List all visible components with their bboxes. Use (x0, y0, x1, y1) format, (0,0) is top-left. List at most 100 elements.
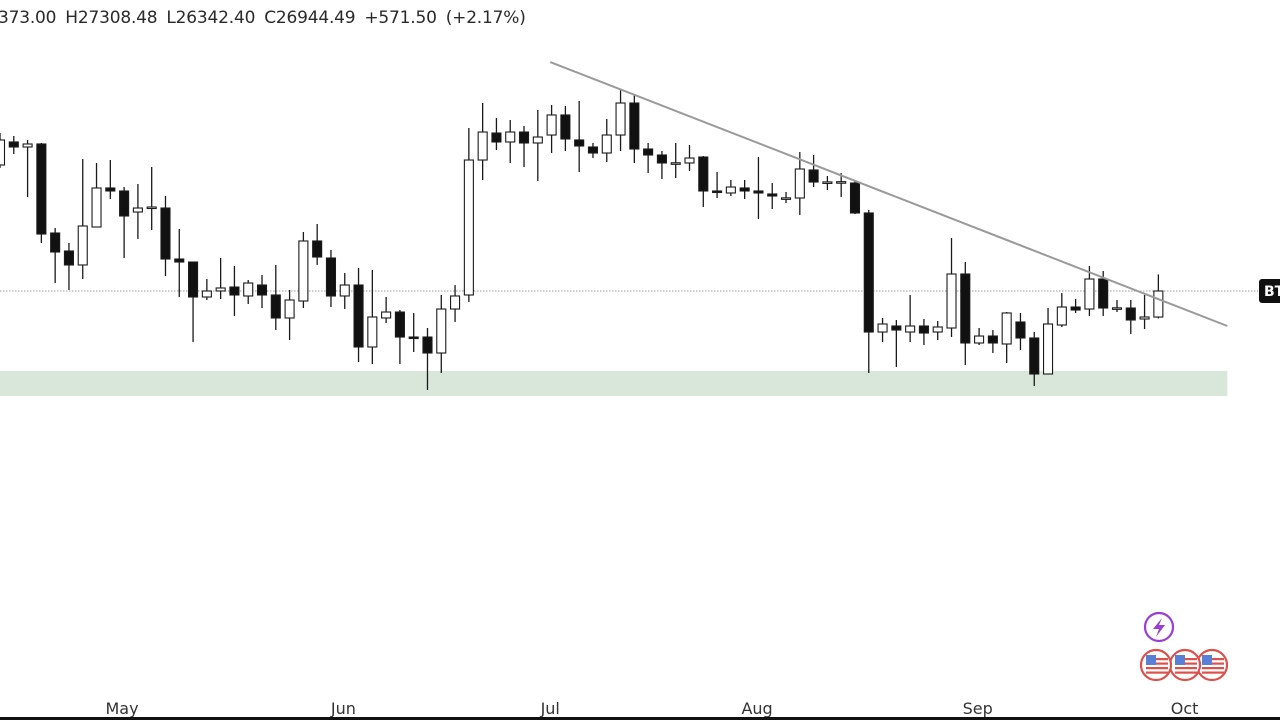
candle[interactable] (408, 312, 419, 353)
candle[interactable] (877, 317, 888, 342)
candle[interactable] (91, 162, 102, 228)
candle[interactable] (8, 136, 19, 155)
candle[interactable] (670, 142, 681, 179)
us-flag-icon[interactable] (1195, 648, 1229, 682)
candle[interactable] (463, 128, 474, 303)
candle[interactable] (518, 126, 530, 167)
candle[interactable] (505, 119, 516, 163)
candle[interactable] (767, 183, 778, 210)
candle[interactable] (394, 310, 405, 364)
candle[interactable] (698, 156, 709, 208)
candle[interactable] (367, 269, 378, 364)
candle[interactable] (587, 142, 599, 159)
candle[interactable] (450, 285, 461, 322)
candle[interactable] (643, 142, 654, 173)
candle[interactable] (1015, 312, 1026, 350)
candle[interactable] (298, 232, 309, 309)
candle[interactable] (381, 296, 392, 323)
candle[interactable] (932, 320, 943, 340)
candle[interactable] (560, 106, 571, 152)
candle[interactable] (822, 176, 833, 190)
flag-stripe (1146, 667, 1168, 670)
candle[interactable] (0, 133, 6, 168)
candle-body-up (450, 295, 461, 310)
candle[interactable] (918, 318, 929, 345)
candle[interactable] (974, 328, 985, 345)
candle-body-up (546, 114, 557, 136)
candle[interactable] (891, 319, 902, 367)
candle[interactable] (615, 89, 626, 152)
candle[interactable] (491, 117, 502, 150)
candle[interactable] (946, 237, 957, 338)
close-value: C26944.49 (264, 8, 356, 28)
lightning-icon[interactable] (1143, 611, 1175, 643)
candle[interactable] (63, 242, 74, 290)
candle[interactable] (160, 195, 171, 277)
candle[interactable] (1139, 294, 1150, 330)
candle[interactable] (422, 328, 433, 390)
candle[interactable] (546, 105, 557, 154)
candle[interactable] (353, 267, 364, 363)
candle[interactable] (1153, 274, 1164, 319)
candle[interactable] (256, 275, 268, 309)
us-flag-icon[interactable] (1168, 648, 1202, 682)
candle[interactable] (753, 157, 764, 219)
candle[interactable] (22, 139, 33, 197)
candle[interactable] (574, 101, 585, 172)
candle[interactable] (36, 142, 47, 243)
candle[interactable] (215, 258, 226, 299)
candle[interactable] (780, 191, 792, 204)
candle[interactable] (436, 294, 447, 373)
candle[interactable] (146, 166, 157, 231)
candle[interactable] (339, 272, 350, 310)
candle[interactable] (601, 118, 612, 163)
candle[interactable] (325, 250, 337, 308)
candle[interactable] (119, 187, 130, 259)
candle[interactable] (477, 103, 488, 181)
candle-body-down (574, 139, 585, 147)
candle[interactable] (905, 294, 916, 342)
candle[interactable] (1084, 265, 1095, 316)
candle[interactable] (712, 171, 723, 198)
candle[interactable] (532, 110, 543, 182)
candle-body-up (932, 326, 943, 333)
candle[interactable] (132, 184, 143, 239)
flag-stripe (1202, 662, 1224, 665)
candle[interactable] (1042, 308, 1054, 375)
candle[interactable] (174, 229, 185, 297)
candle[interactable] (849, 181, 861, 214)
candle[interactable] (684, 144, 695, 171)
trendline[interactable] (549, 61, 1228, 327)
candle[interactable] (960, 262, 971, 365)
candle[interactable] (987, 330, 998, 354)
candle[interactable] (656, 151, 667, 180)
candle[interactable] (1056, 292, 1067, 328)
support-zone (0, 370, 1228, 396)
us-flag-icon[interactable] (1139, 648, 1173, 682)
candle[interactable] (629, 94, 640, 163)
candle[interactable] (1029, 332, 1040, 387)
candle[interactable] (188, 261, 199, 342)
candle[interactable] (50, 228, 61, 284)
candle[interactable] (863, 210, 874, 373)
candle-body-up (1001, 312, 1012, 345)
candle[interactable] (105, 160, 116, 199)
candle-body-down (105, 187, 116, 192)
candle[interactable] (1125, 300, 1136, 335)
candle[interactable] (808, 155, 819, 188)
candle[interactable] (284, 289, 295, 340)
candle[interactable] (270, 264, 281, 331)
candle[interactable] (794, 152, 805, 215)
candle[interactable] (312, 223, 323, 265)
candle[interactable] (1070, 298, 1081, 313)
candle[interactable] (739, 180, 750, 199)
candle[interactable] (1001, 312, 1012, 363)
candle[interactable] (725, 180, 736, 196)
candle[interactable] (1111, 300, 1123, 313)
candle[interactable] (836, 172, 847, 197)
candle[interactable] (243, 280, 254, 305)
candle[interactable] (201, 279, 212, 300)
candle[interactable] (77, 159, 88, 280)
candle[interactable] (229, 265, 240, 316)
